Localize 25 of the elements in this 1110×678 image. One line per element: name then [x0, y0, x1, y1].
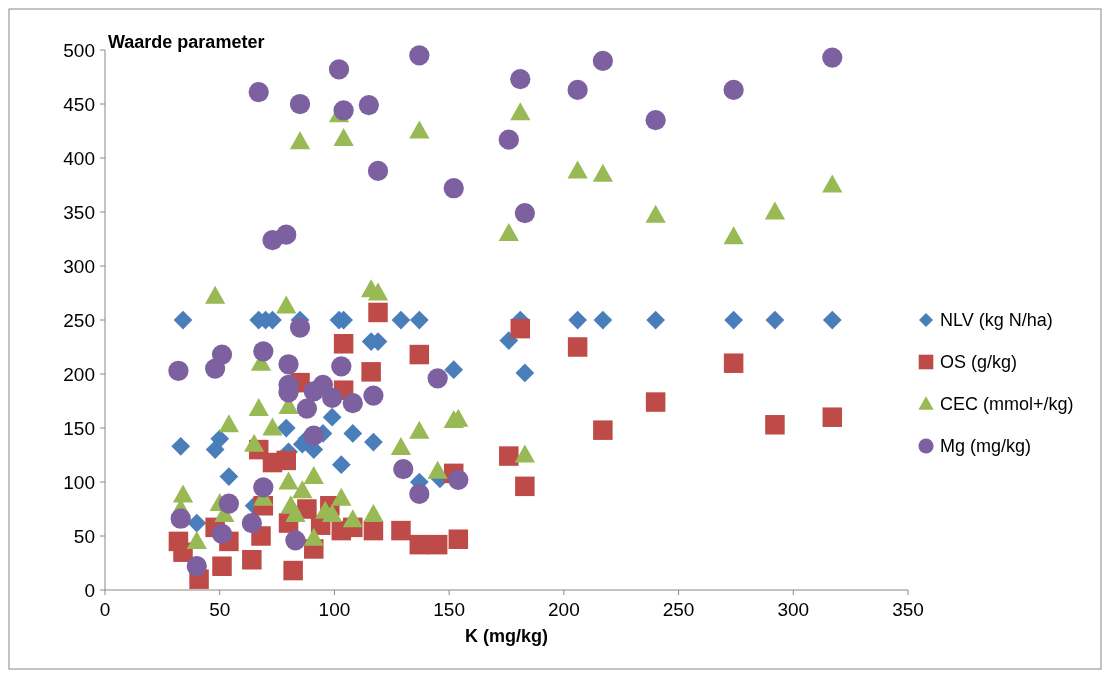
- x-tick-label: 0: [99, 599, 111, 620]
- y-tick-label: 450: [63, 93, 95, 115]
- legend-label: NLV (kg N/ha): [940, 310, 1053, 331]
- x-tick-label: 350: [892, 599, 924, 620]
- y-tick-label: 250: [63, 309, 95, 331]
- x-axis-title: K (mg/kg): [465, 626, 548, 646]
- y-tick-label: 300: [63, 255, 95, 277]
- legend-label: Mg (mg/kg): [940, 436, 1032, 457]
- y-tick-label: 150: [63, 417, 95, 439]
- legend-label: OS (g/kg): [940, 352, 1018, 373]
- legend-label: CEC (mmol+/kg): [940, 394, 1074, 415]
- y-tick-label: 350: [63, 201, 95, 223]
- x-tick-label: 250: [662, 599, 695, 620]
- x-tick-label: 100: [318, 599, 351, 620]
- y-axis-title: Waarde parameter: [108, 32, 265, 52]
- y-tick-label: 400: [63, 147, 95, 169]
- y-tick-label: 200: [63, 363, 95, 385]
- y-tick-label: 50: [73, 525, 95, 547]
- y-tick-label: 100: [63, 471, 95, 493]
- x-tick-label: 300: [777, 599, 810, 620]
- y-tick-label: 0: [84, 579, 95, 601]
- x-tick-label: 150: [433, 599, 465, 620]
- x-tick-label: 50: [209, 599, 231, 620]
- x-tick-label: 200: [548, 599, 580, 620]
- y-tick-label: 500: [63, 39, 95, 61]
